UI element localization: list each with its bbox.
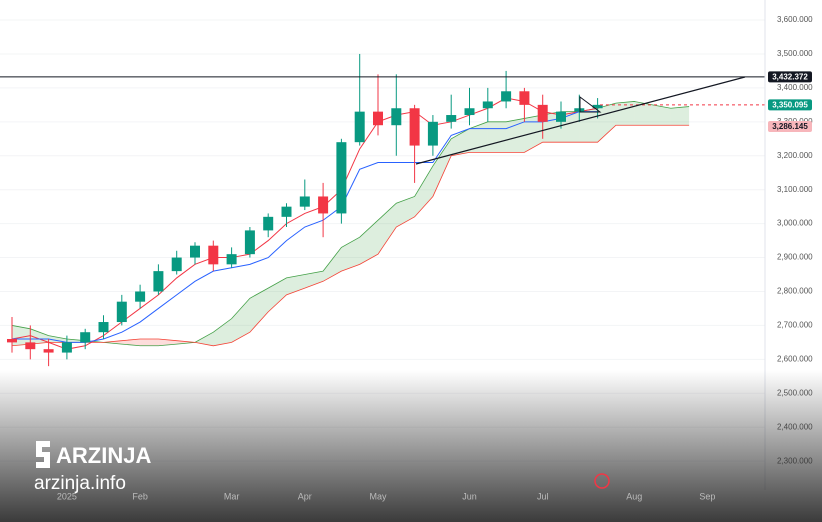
- x-tick-label: May: [369, 491, 387, 501]
- cloud-segment: [323, 247, 342, 282]
- time-axis: 2025 Feb Mar Apr May Jun Jul Aug Sep: [57, 491, 716, 501]
- cloud-segment: [176, 340, 195, 345]
- candle-body: [391, 108, 402, 126]
- cloud-segment: [213, 318, 232, 346]
- candle-body: [464, 108, 475, 116]
- indicator-line: [11, 97, 598, 350]
- y-tick-label: 2,600.000: [777, 354, 813, 363]
- cloud-segment: [341, 237, 360, 272]
- y-tick-label: 3,200.000: [777, 151, 813, 160]
- y-tick-label: 3,600.000: [777, 15, 813, 24]
- candle-body: [263, 216, 274, 231]
- cloud-segment: [432, 138, 452, 197]
- y-tick-label: 2,900.000: [777, 253, 813, 262]
- price-label-box: [768, 121, 812, 133]
- span-b-line: [11, 124, 690, 347]
- price-label-box: [768, 71, 812, 83]
- plot-area: [0, 53, 765, 367]
- candle-body: [336, 142, 347, 214]
- candle-body: [80, 332, 91, 343]
- candle-body: [592, 104, 603, 109]
- cloud-segment: [304, 271, 324, 289]
- candle-body: [501, 91, 512, 102]
- cloud-segment: [506, 118, 525, 153]
- x-tick-label: Jul: [537, 491, 549, 501]
- candle-body: [281, 206, 292, 217]
- candle-body: [135, 291, 146, 302]
- y-tick-label: 2,800.000: [777, 287, 813, 296]
- x-tick-label: Jun: [462, 491, 477, 501]
- cloud-segment: [487, 121, 507, 153]
- candle-body: [373, 111, 383, 126]
- cloud-segment: [451, 128, 470, 156]
- logo: [36, 441, 50, 468]
- cloud-segment: [195, 332, 214, 346]
- y-tick-label: 3,000.000: [777, 219, 813, 228]
- cloud-segment: [524, 115, 543, 153]
- x-tick-label: Feb: [132, 491, 148, 501]
- price-label: 3,286.145: [772, 122, 808, 131]
- candle-body: [574, 108, 585, 112]
- candle-body: [153, 271, 164, 292]
- candle-body: [208, 245, 219, 265]
- cloud-segment: [268, 277, 287, 312]
- candle-body: [116, 301, 127, 323]
- overlay-gradient: [0, 370, 822, 522]
- candle-body: [244, 230, 255, 255]
- cloud-segment: [158, 338, 177, 346]
- cloud-segment: [121, 338, 141, 346]
- price-label-box: [768, 99, 812, 111]
- x-tick-label: 2025: [57, 491, 77, 501]
- x-tick-label: Mar: [224, 491, 240, 501]
- candle-body: [354, 111, 365, 143]
- candle-body: [519, 91, 530, 105]
- x-tick-label: Aug: [626, 491, 642, 501]
- cloud-segment: [469, 121, 488, 153]
- watermark: ARZINJA arzinja.info: [34, 441, 151, 494]
- cloud-segment: [48, 335, 67, 343]
- cloud-segment: [359, 220, 378, 265]
- price-label: 3,350.095: [772, 100, 808, 109]
- price-label: 3,432.372: [772, 73, 808, 82]
- event-icon: [594, 473, 610, 489]
- cloud-segment: [652, 104, 671, 126]
- candle-body: [7, 338, 17, 343]
- candle-body: [43, 349, 54, 353]
- cloud-segment: [231, 298, 250, 343]
- x-tick-label: Apr: [298, 491, 312, 501]
- cloud-segment: [634, 101, 653, 126]
- candle-body: [171, 257, 182, 272]
- candle-body: [299, 196, 310, 207]
- cloud-segment: [140, 338, 159, 346]
- trend-line: [415, 76, 746, 165]
- candle-body: [482, 101, 493, 109]
- cloud-segment: [579, 108, 598, 143]
- candle-body: [226, 254, 237, 265]
- x-tick-label: Sep: [699, 491, 715, 501]
- triangle-drawing: [579, 96, 602, 113]
- site: arzinja.info: [34, 473, 126, 494]
- y-tick-label: 3,400.000: [777, 83, 813, 92]
- candle-body: [409, 108, 420, 146]
- candle-body: [556, 111, 566, 122]
- cloud-segment: [103, 340, 122, 345]
- y-tick-label: 3,500.000: [777, 49, 813, 58]
- brand: ARZINJA: [56, 443, 151, 468]
- candle-body: [61, 342, 72, 353]
- cloud-segment: [249, 288, 269, 333]
- cloud-segment: [670, 106, 690, 126]
- cloud-segment: [414, 165, 433, 217]
- candle-body: [537, 104, 548, 122]
- candle-body: [318, 196, 329, 214]
- candle-body: [25, 342, 36, 350]
- candle-body: [446, 115, 457, 122]
- candle-body: [190, 245, 200, 258]
- indicator-line: [12, 111, 598, 343]
- y-tick-label: 2,700.000: [777, 321, 813, 330]
- y-tick-label: 3,100.000: [777, 185, 813, 194]
- candle-body: [427, 121, 438, 146]
- candle-body: [98, 322, 109, 333]
